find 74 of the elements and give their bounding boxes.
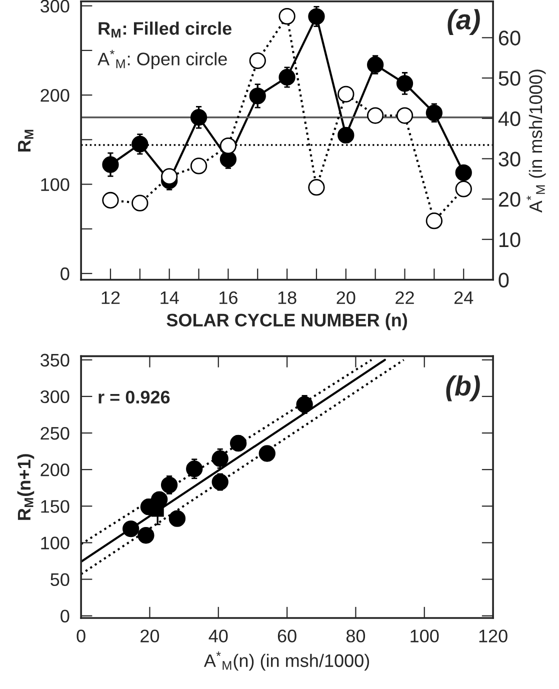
- annotation: (b): [446, 375, 480, 402]
- x-tick-label: 0: [76, 630, 86, 642]
- point: [296, 396, 313, 413]
- y2-tick-label: 0: [498, 272, 509, 288]
- point: [160, 476, 178, 494]
- y-tick-label: 300: [40, 390, 70, 404]
- point: [212, 450, 228, 467]
- point: [249, 88, 266, 104]
- point: [249, 52, 266, 70]
- x-tick-label: 80: [346, 630, 366, 642]
- point: [258, 445, 276, 462]
- y-tick-label: 50: [50, 573, 70, 586]
- y-tick-label: 100: [41, 536, 70, 550]
- annotation: (a): [448, 9, 480, 35]
- point: [278, 68, 296, 86]
- point: [220, 137, 237, 154]
- point: [366, 56, 384, 74]
- point: [190, 158, 208, 174]
- point: [212, 474, 228, 490]
- point: [396, 107, 414, 124]
- x-axis-title: SOLAR CYCLE NUMBER (n): [166, 313, 408, 330]
- y-tick-label: 0: [60, 267, 70, 280]
- point: [230, 434, 247, 452]
- point: [168, 510, 186, 527]
- x-tick-label: 60: [278, 630, 296, 642]
- y-tick-label: 100: [41, 178, 70, 191]
- point: [102, 156, 119, 173]
- annotation: A$^{*}$$_{M}$: Open circle: [98, 50, 227, 69]
- x-tick-label: 14: [160, 292, 179, 304]
- x-tick-label: 18: [278, 291, 296, 304]
- y-tick-label: 150: [41, 500, 70, 513]
- point: [161, 168, 178, 185]
- point: [190, 109, 208, 126]
- x-tick-label: 40: [208, 630, 228, 642]
- point: [186, 460, 203, 478]
- point: [122, 520, 140, 538]
- y2-tick-label: 40: [498, 111, 520, 126]
- y2-tick-label: 50: [498, 71, 520, 86]
- y2-tick-label: 60: [498, 30, 520, 46]
- y2-tick-label: 10: [499, 232, 520, 248]
- point: [132, 136, 148, 152]
- y-axis-title: R$_{M}$: [18, 130, 34, 152]
- y-axis-title: R$_{M}$(n+1): [17, 454, 34, 520]
- annotation: R$_{M}$: Filled circle: [98, 22, 232, 38]
- point: [426, 104, 443, 122]
- y2-tick-label: 30: [498, 152, 520, 166]
- point: [308, 179, 325, 196]
- x-tick-label: 120: [479, 630, 508, 642]
- x-tick-label: 16: [220, 291, 238, 304]
- x-tick-label: 100: [410, 630, 439, 642]
- point: [308, 8, 325, 25]
- x-tick-label: 24: [454, 291, 474, 304]
- x-axis-title: A$^{*}$$_{M}$(n) (in msh/1000): [204, 652, 370, 671]
- point: [426, 212, 443, 230]
- x-tick-label: 22: [396, 291, 414, 304]
- y-tick-label: 200: [40, 88, 70, 102]
- y-tick-label: 0: [60, 610, 70, 623]
- point: [366, 107, 384, 124]
- x-tick-label: 20: [140, 630, 160, 642]
- y-tick-label: 250: [40, 426, 70, 440]
- point: [455, 164, 472, 182]
- y2-axis-title: A$^{*}$$_{M}$ (in msh/1000): [526, 70, 546, 213]
- annotation: r = 0.926: [98, 390, 170, 404]
- y2-tick-label: 20: [498, 192, 520, 207]
- point: [138, 527, 154, 544]
- x-tick-label: 20: [336, 291, 356, 304]
- y-tick-label: 350: [40, 354, 70, 367]
- y-tick-label: 300: [40, 0, 70, 13]
- point: [132, 194, 148, 212]
- x-tick-label: 12: [102, 291, 120, 304]
- point: [220, 150, 237, 168]
- point: [338, 126, 354, 144]
- point: [396, 75, 414, 92]
- y-tick-label: 200: [40, 464, 70, 476]
